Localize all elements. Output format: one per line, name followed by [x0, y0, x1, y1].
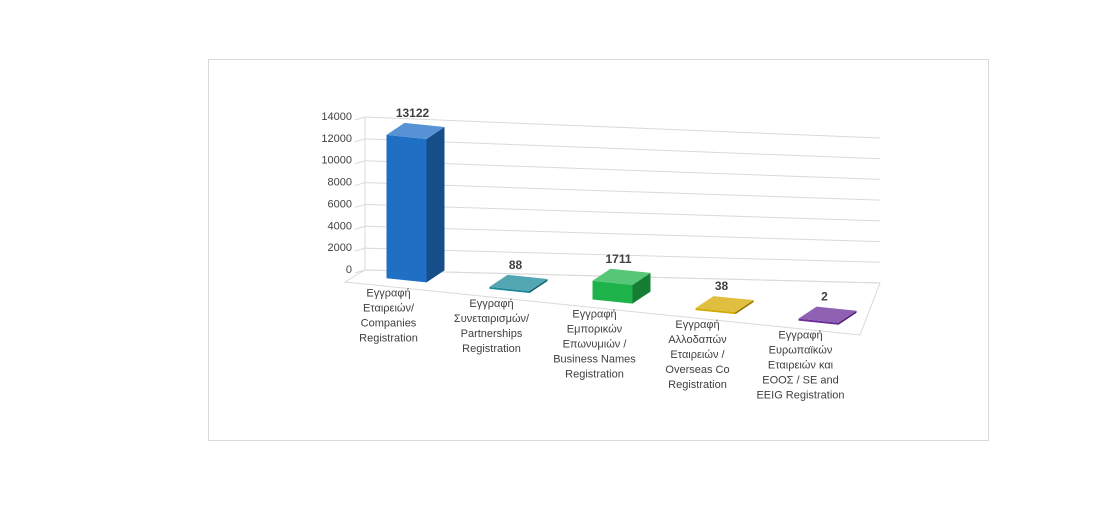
bar	[798, 306, 857, 325]
category-label: Εγγραφή Εταιρειών/Companies Registration	[359, 287, 418, 344]
category-label: Εγγραφή Αλλοδαπών Εταιρειών / Overseas Co Re…	[665, 319, 729, 391]
category-label-line: EEIG Registration	[756, 390, 844, 402]
category-label: Εγγραφή Εμπορικών Επωνυμιών / Business Name…	[553, 308, 636, 380]
category-label-line: Registration	[359, 332, 418, 344]
category-label-line: Overseas Co	[665, 364, 729, 376]
bar-front	[386, 134, 427, 283]
category-label-line: ΕΟΟΣ / SE and	[762, 375, 839, 387]
gridline-side	[354, 182, 366, 187]
gridline-side	[354, 116, 366, 121]
gridline-side	[354, 203, 366, 208]
bar-top	[489, 274, 548, 291]
gridline-side	[354, 247, 366, 252]
bar-top	[798, 306, 857, 323]
bar	[489, 274, 548, 293]
chart-frame	[208, 59, 989, 441]
category-label-line: Εταιρειών /	[670, 349, 725, 361]
y-tick-label: 10000	[321, 155, 352, 167]
gridline	[364, 247, 881, 263]
bar-side	[632, 272, 651, 304]
y-tick-label: 0	[346, 264, 352, 276]
y-tick-label: 2000	[328, 242, 352, 254]
bar-side	[838, 310, 857, 325]
category-label-line: Εταιρειών/	[363, 302, 415, 314]
category-label-line: Εμπορικών	[567, 323, 623, 335]
bar-front	[592, 280, 633, 304]
data-label: 88	[509, 258, 523, 272]
category-label-line: Αλλοδαπών	[668, 334, 727, 346]
gridline	[364, 160, 881, 180]
category-label-line: Registration	[565, 368, 624, 380]
category-label-line: Ευρωπαϊκών	[769, 345, 833, 357]
data-label: 2	[821, 290, 828, 304]
bar-top	[592, 268, 651, 285]
category-labels: Εγγραφή Εταιρειών/Companies RegistrationΕγ…	[359, 287, 844, 401]
category-label-line: Business Names	[553, 353, 636, 365]
gridline	[364, 116, 881, 139]
bars	[386, 122, 857, 325]
data-labels: 13122 88 1711 38 2	[396, 106, 828, 304]
category-label-line: Εταιρειών και	[768, 360, 834, 372]
gridlines	[343, 116, 881, 336]
y-tick-label: 4000	[328, 220, 352, 232]
category-label-line: Επωνυμιών /	[563, 338, 628, 350]
bar-side	[735, 300, 754, 315]
gridline	[364, 225, 881, 243]
gridline	[364, 138, 881, 160]
category-label-line: Εγγραφή	[366, 287, 410, 299]
gridline-side	[354, 138, 366, 143]
category-label: Εγγραφή Ευρωπαϊκών Εταιρειών και ΕΟΟΣ / SE …	[756, 330, 844, 402]
y-axis: 0 2000 4000 6000 8000 10000 12000 14000	[321, 111, 352, 276]
data-label: 1711	[605, 252, 631, 266]
bar-front	[695, 308, 736, 315]
category-label-line: Companies	[361, 317, 417, 329]
category-label-line: Εγγραφή	[778, 330, 822, 342]
bar-top	[695, 296, 754, 313]
bar-front	[489, 286, 530, 293]
category-label-line: Partnerships	[461, 328, 523, 340]
y-tick-label: 8000	[328, 177, 352, 189]
y-tick-label: 12000	[321, 133, 352, 145]
gridline-side	[354, 225, 366, 230]
y-tick-label: 6000	[328, 198, 352, 210]
bar	[386, 122, 445, 283]
category-label: Εγγραφή Συνεταιρισμών/Partnerships Registr…	[454, 298, 530, 355]
category-label-line: Registration	[668, 379, 727, 391]
gridline	[364, 203, 881, 222]
bar	[592, 268, 651, 304]
bar-side	[426, 126, 445, 283]
bar-top	[386, 122, 445, 139]
category-label-line: Συνεταιρισμών/	[454, 313, 530, 325]
bar	[695, 296, 754, 315]
data-label: 13122	[396, 106, 430, 120]
data-label: 38	[715, 279, 729, 293]
category-label-line: Εγγραφή	[469, 298, 513, 310]
bar-side	[529, 278, 548, 293]
gridline-side	[354, 160, 366, 165]
category-label-line: Εγγραφή	[675, 319, 719, 331]
category-label-line: Εγγραφή	[572, 308, 616, 320]
y-tick-label: 14000	[321, 111, 352, 123]
bar-front	[798, 318, 839, 325]
chart-floor	[343, 269, 881, 336]
category-label-line: Registration	[462, 343, 521, 355]
gridline	[364, 182, 881, 201]
